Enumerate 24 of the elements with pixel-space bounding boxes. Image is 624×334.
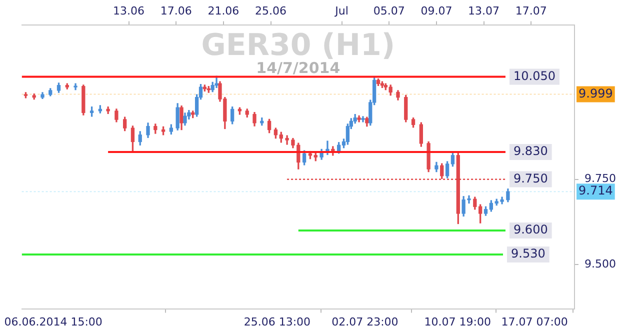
x2-tick-label: 21.06	[208, 4, 240, 18]
data-label: 9.830	[513, 144, 548, 158]
data-label: 9.530	[511, 246, 546, 261]
x-tick-label: 06.06.2014 15:00	[4, 315, 102, 328]
candlestick	[285, 135, 289, 145]
data-label: 9.750	[513, 171, 548, 186]
ref-line-label: 9.999	[578, 86, 613, 100]
y-tick-label: 9.500	[584, 258, 616, 271]
x2-tick-label: 13.06	[113, 4, 145, 18]
data-label: 9.600	[513, 222, 548, 237]
ref-line-label: 9.714	[578, 184, 613, 198]
x2-tick-label: 09.07	[420, 4, 452, 18]
text: 14/7/2014	[256, 59, 340, 78]
x2-tick-label: 17.07	[515, 4, 547, 18]
x2-tick-label: 25.06	[255, 4, 287, 18]
x-tick-label: 10.07 19:00	[424, 315, 491, 328]
x-tick-label: 02.07 23:00	[332, 315, 398, 328]
x2-tick-label: 13.07	[468, 4, 500, 18]
x-tick-label: 25.06 13:00	[244, 315, 311, 328]
x2-tick-label: 05.07	[373, 4, 405, 18]
x-tick-label: 17.07 07:00	[501, 315, 568, 328]
x2-tick-label: 17.06	[160, 4, 192, 18]
x2-tick-label: Jul	[334, 4, 348, 18]
data-label: 10.050	[513, 68, 556, 83]
